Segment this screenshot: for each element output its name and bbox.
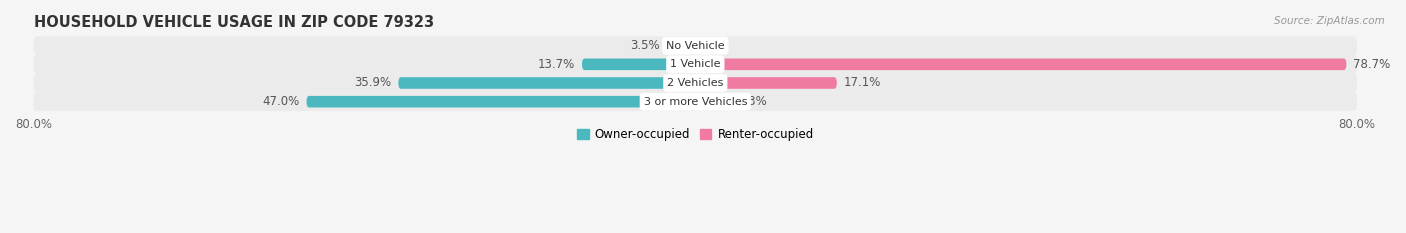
Text: 35.9%: 35.9% <box>354 76 392 89</box>
Text: 2 Vehicles: 2 Vehicles <box>666 78 724 88</box>
Text: Source: ZipAtlas.com: Source: ZipAtlas.com <box>1274 16 1385 26</box>
FancyBboxPatch shape <box>696 58 1347 70</box>
FancyBboxPatch shape <box>34 36 1357 55</box>
FancyBboxPatch shape <box>398 77 696 89</box>
Text: HOUSEHOLD VEHICLE USAGE IN ZIP CODE 79323: HOUSEHOLD VEHICLE USAGE IN ZIP CODE 7932… <box>34 15 433 30</box>
Text: 1 Vehicle: 1 Vehicle <box>671 59 721 69</box>
Text: 47.0%: 47.0% <box>263 95 299 108</box>
FancyBboxPatch shape <box>666 40 696 51</box>
Text: 3 or more Vehicles: 3 or more Vehicles <box>644 97 747 107</box>
Text: 3.5%: 3.5% <box>630 39 659 52</box>
FancyBboxPatch shape <box>307 96 696 107</box>
Text: 17.1%: 17.1% <box>844 76 880 89</box>
FancyBboxPatch shape <box>582 58 696 70</box>
Legend: Owner-occupied, Renter-occupied: Owner-occupied, Renter-occupied <box>572 123 818 146</box>
FancyBboxPatch shape <box>696 77 837 89</box>
FancyBboxPatch shape <box>696 96 731 107</box>
FancyBboxPatch shape <box>34 55 1357 74</box>
Text: No Vehicle: No Vehicle <box>666 41 724 51</box>
Text: 78.7%: 78.7% <box>1353 58 1391 71</box>
FancyBboxPatch shape <box>34 74 1357 92</box>
Text: 13.7%: 13.7% <box>538 58 575 71</box>
FancyBboxPatch shape <box>34 92 1357 111</box>
Text: 4.3%: 4.3% <box>738 95 768 108</box>
